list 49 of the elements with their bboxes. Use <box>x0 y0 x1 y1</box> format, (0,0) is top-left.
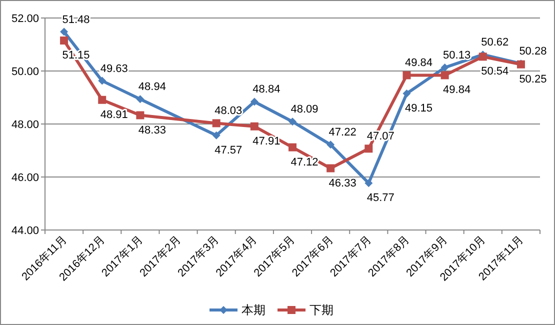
y-tick-label: 44.00 <box>11 225 39 237</box>
data-label: 49.84 <box>443 84 471 96</box>
data-label: 48.09 <box>290 104 318 116</box>
point <box>326 140 335 149</box>
data-label: 49.84 <box>404 57 432 70</box>
point <box>250 122 258 130</box>
point <box>212 131 220 140</box>
legend-label: 下期 <box>310 303 334 317</box>
data-label: 49.63 <box>100 62 128 75</box>
point <box>364 179 373 188</box>
point <box>60 36 68 45</box>
point <box>288 118 296 126</box>
point <box>212 119 220 128</box>
point <box>98 96 106 104</box>
data-label: 47.12 <box>290 156 318 168</box>
data-label: 45.77 <box>366 192 394 204</box>
y-tick-label: 48.00 <box>11 119 39 131</box>
y-tick-label: 52.00 <box>11 13 39 25</box>
data-label: 48.84 <box>252 84 280 96</box>
point <box>440 64 449 72</box>
data-label: 51.48 <box>62 14 90 26</box>
point <box>136 95 144 104</box>
point <box>60 28 68 36</box>
data-label: 47.91 <box>252 135 280 148</box>
data-label: 48.94 <box>138 81 166 94</box>
data-label: 50.54 <box>481 66 509 78</box>
data-label: 46.33 <box>328 177 356 190</box>
data-label: 48.33 <box>138 124 166 136</box>
point <box>440 71 449 80</box>
data-label: 48.03 <box>214 105 242 118</box>
point <box>364 144 373 153</box>
point <box>250 98 258 106</box>
y-tick-label: 50.00 <box>11 66 39 78</box>
data-label: 50.25 <box>519 73 547 86</box>
y-tick-label: 46.00 <box>11 172 39 184</box>
data-label: 47.22 <box>328 126 356 139</box>
data-label: 50.13 <box>443 50 471 62</box>
data-label: 48.91 <box>100 108 128 121</box>
point <box>136 111 144 120</box>
data-label: 49.15 <box>404 102 432 115</box>
data-label: 50.28 <box>519 46 547 58</box>
data-label: 47.57 <box>214 144 242 156</box>
data-label: 50.62 <box>481 36 509 49</box>
point <box>98 76 106 85</box>
point <box>402 90 411 98</box>
point <box>288 143 296 152</box>
point <box>402 71 411 80</box>
legend-label: 本期 <box>242 303 266 317</box>
point <box>326 164 335 172</box>
